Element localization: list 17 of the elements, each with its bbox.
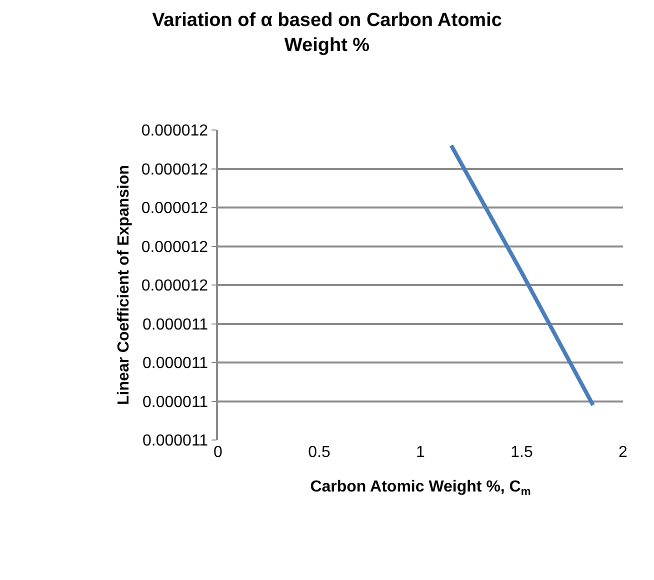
x-tick-label: 1.5 xyxy=(510,444,533,461)
x-tick-label: 0 xyxy=(214,444,223,461)
x-tick-label: 2 xyxy=(618,444,628,461)
y-tick-label: 0.000011 xyxy=(142,432,208,450)
y-tick-label: 0.000011 xyxy=(142,355,208,372)
x-axis-title: Carbon Atomic Weight %, C$_{m}$ xyxy=(310,478,531,498)
x-tick-label: 0.5 xyxy=(308,444,330,461)
y-tick-label: 0.000012 xyxy=(141,200,208,218)
y-tick-label: 0.000012 xyxy=(141,122,208,140)
y-tick-label: 0.000011 xyxy=(142,316,208,334)
y-tick-label: 0.000012 xyxy=(141,161,208,178)
y-tick-label: 0.000012 xyxy=(141,238,208,256)
chart-title: Variation of α based on Carbon Atomic Weight % xyxy=(152,10,502,56)
x-tick-label: 1 xyxy=(416,444,426,461)
y-axis-title: Linear Coefficient of Expansion xyxy=(116,164,133,406)
y-tick-label: 0.000011 xyxy=(142,394,208,411)
y-tick-label: 0.000012 xyxy=(141,278,208,295)
